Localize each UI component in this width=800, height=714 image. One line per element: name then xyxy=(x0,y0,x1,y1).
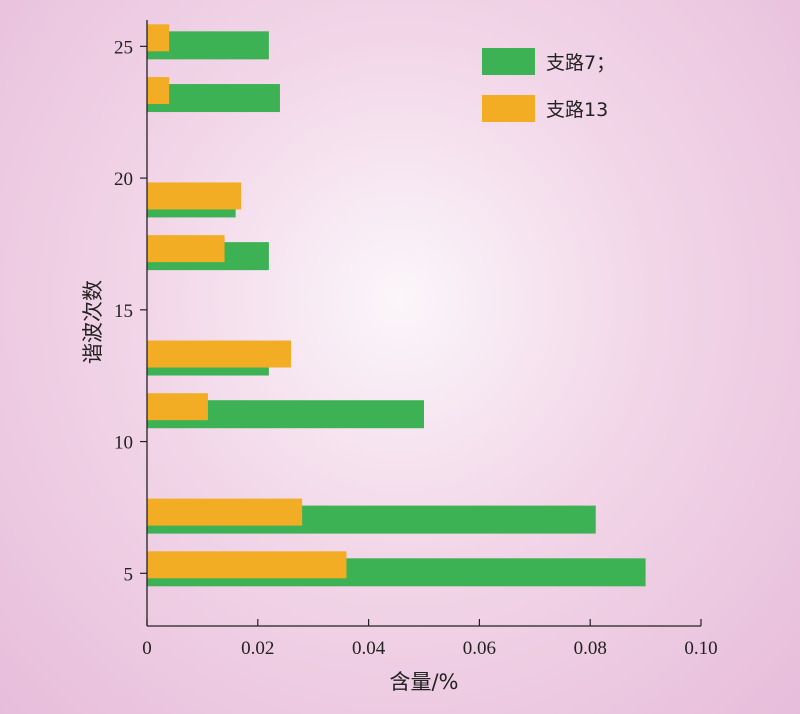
bar-19-series2 xyxy=(147,182,242,210)
y-tick-label: 20 xyxy=(114,169,133,190)
legend-label-1: 支路7； xyxy=(546,52,615,74)
x-tick-label: 0.04 xyxy=(352,638,386,659)
bar-13-series2 xyxy=(147,340,292,368)
y-tick-label: 5 xyxy=(124,564,134,585)
bar-17-series2 xyxy=(147,235,225,263)
x-tick-label: 0 xyxy=(142,638,152,659)
bar-25-series2 xyxy=(147,24,170,52)
bar-23-series2 xyxy=(147,77,170,105)
bar-7-series2 xyxy=(147,498,303,526)
legend: 支路7； 支路13 xyxy=(482,48,615,122)
legend-label-2: 支路13 xyxy=(546,99,608,121)
x-tick-label: 0.06 xyxy=(463,638,496,659)
y-axis-title: 谐波次数 xyxy=(81,280,105,364)
bar-5-series2 xyxy=(147,551,347,579)
bar-11-series2 xyxy=(147,393,208,421)
y-tick-label: 25 xyxy=(114,37,133,58)
axes: 0 0.02 0.04 0.06 0.08 0.10 5 10 15 20 25 xyxy=(114,20,718,659)
x-tick-label: 0.10 xyxy=(684,638,717,659)
legend-swatch-2 xyxy=(482,95,535,122)
y-tick-label: 10 xyxy=(114,433,133,454)
x-tick-label: 0.02 xyxy=(241,638,274,659)
y-tick-label: 15 xyxy=(114,301,133,322)
x-axis-title: 含量/% xyxy=(389,670,458,694)
bars-layer xyxy=(147,24,646,587)
legend-swatch-1 xyxy=(482,48,535,75)
x-tick-label: 0.08 xyxy=(574,638,607,659)
